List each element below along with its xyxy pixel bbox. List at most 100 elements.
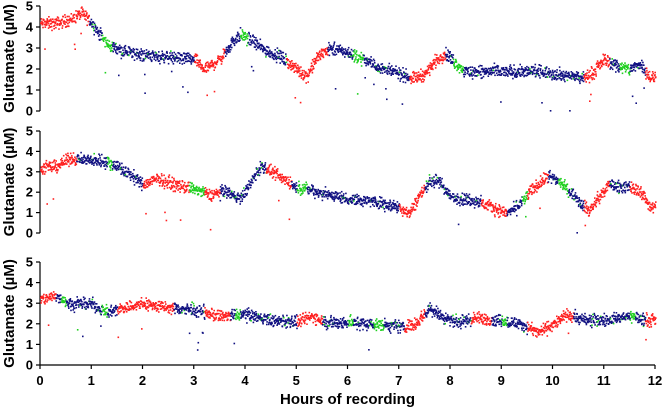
- data-point: [142, 301, 145, 304]
- data-point: [157, 179, 160, 182]
- data-point: [325, 195, 327, 198]
- data-point: [509, 72, 512, 75]
- data-point: [511, 69, 513, 72]
- data-point: [307, 191, 309, 193]
- data-point: [549, 110, 552, 112]
- data-point: [398, 205, 400, 208]
- data-point: [158, 176, 161, 178]
- data-point: [368, 61, 370, 64]
- data-point: [622, 189, 624, 191]
- data-point: [76, 299, 79, 302]
- data-point: [209, 64, 212, 67]
- data-point: [54, 22, 57, 25]
- data-point: [602, 53, 604, 56]
- data-point: [53, 294, 56, 296]
- data-point: [105, 157, 107, 159]
- data-point: [604, 53, 606, 56]
- data-point: [236, 198, 238, 201]
- data-point: [630, 64, 632, 66]
- data-point: [66, 301, 69, 304]
- data-point: [545, 73, 547, 76]
- data-point: [261, 45, 264, 47]
- data-point: [388, 70, 390, 73]
- data-point: [277, 177, 279, 179]
- data-point: [190, 185, 193, 188]
- data-point: [187, 91, 189, 94]
- data-point: [97, 308, 99, 311]
- data-point: [493, 71, 495, 74]
- data-point: [68, 302, 71, 305]
- data-point: [186, 188, 188, 191]
- data-point: [222, 195, 225, 197]
- data-point: [596, 197, 598, 200]
- data-point: [441, 62, 444, 65]
- data-point: [534, 66, 536, 69]
- data-point: [85, 159, 88, 161]
- data-point: [345, 49, 347, 52]
- data-point: [542, 180, 545, 182]
- data-point: [83, 160, 86, 163]
- data-point: [69, 299, 71, 301]
- data-point: [245, 187, 248, 190]
- data-point: [93, 307, 95, 310]
- data-point: [204, 70, 206, 72]
- data-point: [575, 71, 578, 73]
- data-point: [387, 205, 390, 208]
- data-point: [655, 76, 657, 78]
- data-point: [412, 81, 414, 83]
- data-point: [623, 181, 626, 184]
- data-point: [299, 73, 301, 75]
- data-point: [117, 166, 120, 169]
- data-point: [457, 196, 459, 199]
- data-point: [50, 20, 52, 22]
- data-point: [566, 188, 568, 190]
- data-point: [356, 93, 359, 95]
- data-point: [185, 313, 187, 315]
- data-point: [373, 201, 376, 204]
- data-point: [552, 178, 555, 180]
- data-point: [527, 193, 529, 195]
- data-point: [139, 307, 141, 309]
- data-point: [317, 188, 319, 191]
- data-point: [228, 190, 231, 193]
- data-point: [581, 72, 583, 75]
- data-point: [250, 41, 253, 43]
- data-point: [544, 69, 547, 72]
- data-point: [124, 173, 127, 176]
- data-point: [572, 188, 575, 191]
- data-point: [536, 71, 538, 73]
- data-point: [354, 194, 357, 197]
- data-point: [567, 76, 570, 78]
- data-point: [265, 172, 268, 174]
- data-point: [520, 200, 523, 202]
- data-point: [474, 204, 476, 206]
- data-point: [166, 55, 169, 57]
- data-point: [262, 49, 264, 52]
- data-point: [250, 44, 252, 46]
- data-point: [319, 50, 321, 52]
- data-point: [493, 206, 496, 209]
- data-point: [352, 198, 354, 200]
- data-point: [56, 294, 59, 296]
- data-point: [278, 49, 280, 52]
- data-point: [621, 68, 623, 70]
- data-point: [603, 190, 606, 192]
- data-point: [45, 24, 48, 26]
- data-point: [349, 200, 351, 203]
- data-point: [242, 195, 244, 197]
- data-point: [219, 191, 221, 194]
- data-point: [178, 57, 180, 59]
- data-point: [303, 74, 306, 77]
- data-point: [88, 302, 91, 305]
- data-point: [150, 180, 153, 183]
- data-point: [88, 24, 91, 26]
- data-point: [163, 309, 166, 312]
- data-point: [272, 176, 275, 178]
- data-point: [273, 169, 276, 172]
- data-point: [608, 182, 610, 185]
- data-point: [291, 60, 293, 62]
- data-point: [420, 191, 422, 194]
- data-point: [459, 204, 461, 207]
- data-point: [173, 51, 175, 54]
- data-point: [111, 163, 113, 166]
